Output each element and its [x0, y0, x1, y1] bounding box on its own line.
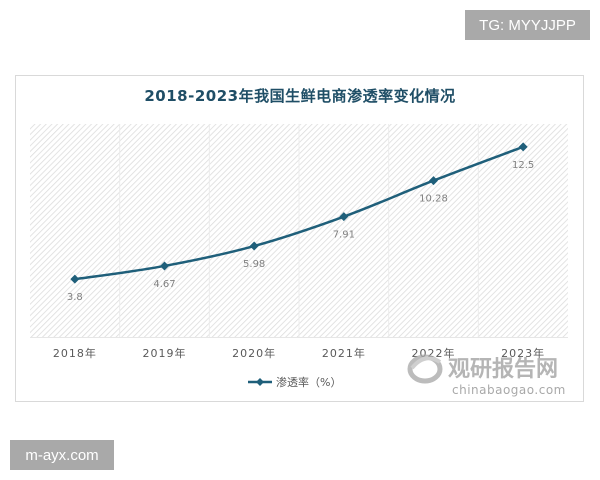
data-label: 10.28 — [419, 194, 448, 205]
legend-label: 渗透率（%） — [276, 375, 341, 389]
watermark-url: chinabaogao.com — [452, 383, 566, 397]
x-axis-label: 2023年 — [501, 346, 545, 360]
data-label: 7.91 — [333, 230, 355, 241]
data-point-marker — [339, 212, 349, 222]
chart-title: 2018-2023年我国生鲜电商渗透率变化情况 — [144, 87, 456, 105]
series-markers — [70, 142, 528, 284]
data-label: 12.5 — [512, 160, 534, 171]
data-point-marker — [70, 274, 80, 284]
legend-diamond-icon — [256, 378, 264, 386]
watermark: 观研报告网 chinabaogao.com — [407, 354, 566, 397]
data-label: 3.8 — [67, 292, 83, 303]
data-point-marker — [518, 142, 528, 152]
site-badge: m-ayx.com — [10, 440, 114, 470]
x-axis-label: 2020年 — [232, 346, 276, 360]
data-label: 4.67 — [153, 279, 175, 290]
x-axis-label: 2018年 — [53, 346, 97, 360]
data-labels: 3.8 4.67 5.98 7.91 10.28 12.5 — [67, 160, 534, 303]
legend[interactable]: 渗透率（%） — [248, 375, 341, 389]
watermark-logo-icon — [407, 354, 443, 384]
category-gridlines — [119, 124, 479, 337]
tg-badge: TG: MYYJJPP — [465, 10, 590, 40]
x-axis-label: 2021年 — [322, 346, 366, 360]
data-label: 5.98 — [243, 259, 265, 270]
series-line — [74, 145, 524, 281]
data-point-marker — [429, 176, 438, 186]
data-point-marker — [160, 261, 169, 271]
watermark-name: 观研报告网 — [448, 357, 558, 382]
x-axis-labels: 2018年 2019年 2020年 2021年 2022年 2023年 — [53, 346, 545, 360]
x-axis-label: 2019年 — [143, 346, 187, 360]
data-point-marker — [249, 241, 259, 251]
